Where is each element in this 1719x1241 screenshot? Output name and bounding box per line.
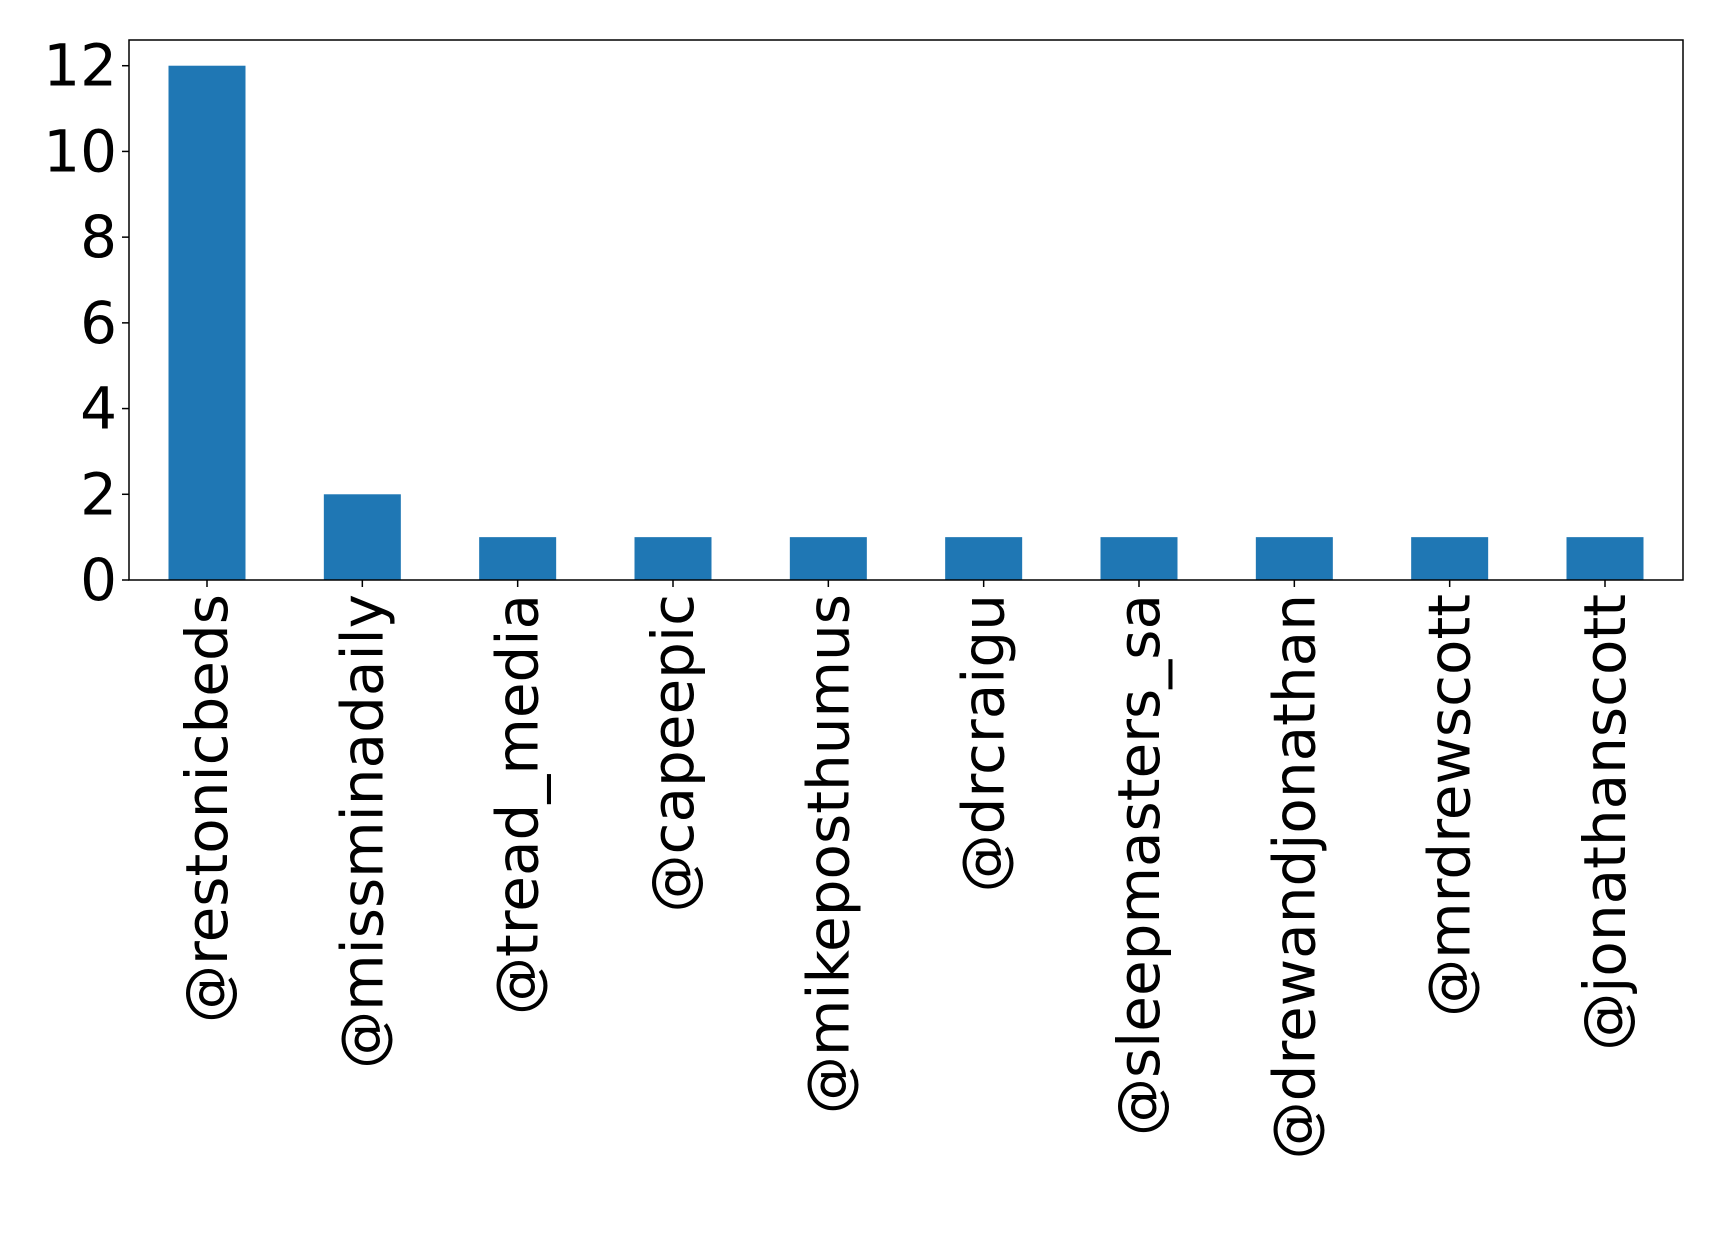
bar-capeepic bbox=[634, 537, 712, 580]
x-tick-label: @missminadaily bbox=[328, 594, 396, 1069]
bar-jonathanscott bbox=[1566, 537, 1644, 580]
y-tick-label: 2 bbox=[80, 460, 117, 528]
bar-drewandjonathan bbox=[1255, 537, 1333, 580]
x-tick-label: @sleepmasters_sa bbox=[1105, 594, 1173, 1136]
x-tick-label: @drcraigu bbox=[950, 594, 1018, 892]
y-tick-label: 12 bbox=[43, 32, 117, 100]
y-tick-label: 4 bbox=[80, 375, 117, 443]
x-tick-label: @capeepic bbox=[639, 594, 707, 912]
bar-missminadaily bbox=[323, 494, 401, 580]
bar-mrdrewscott bbox=[1411, 537, 1489, 580]
y-tick-label: 0 bbox=[80, 546, 117, 614]
plot-frame bbox=[128, 39, 1684, 581]
x-tick-label: @restonicbeds bbox=[173, 594, 241, 1023]
bars-layer bbox=[168, 65, 1644, 580]
y-axis: 0 2 4 6 8 10 12 bbox=[43, 32, 129, 614]
bar-mikeposthumus bbox=[789, 537, 867, 580]
x-tick-label: @jonathanscott bbox=[1571, 594, 1639, 1051]
x-tick-label: @drewandjonathan bbox=[1260, 594, 1328, 1159]
x-tick-label: @tread_media bbox=[484, 594, 552, 1015]
y-tick-label: 10 bbox=[43, 117, 117, 185]
x-tick-label: @mikeposthumus bbox=[794, 594, 862, 1114]
bar-sleepmasters-sa bbox=[1100, 537, 1178, 580]
y-tick-label: 8 bbox=[80, 203, 117, 271]
x-axis: @restonicbeds @missminadaily @tread_media @… bbox=[173, 580, 1639, 1159]
x-tick-label: @mrdrewscott bbox=[1416, 594, 1484, 1017]
y-tick-label: 6 bbox=[80, 289, 117, 357]
bar-tread-media bbox=[479, 537, 557, 580]
bar-drcraigu bbox=[945, 537, 1023, 580]
bar-restonicbeds bbox=[168, 65, 246, 580]
